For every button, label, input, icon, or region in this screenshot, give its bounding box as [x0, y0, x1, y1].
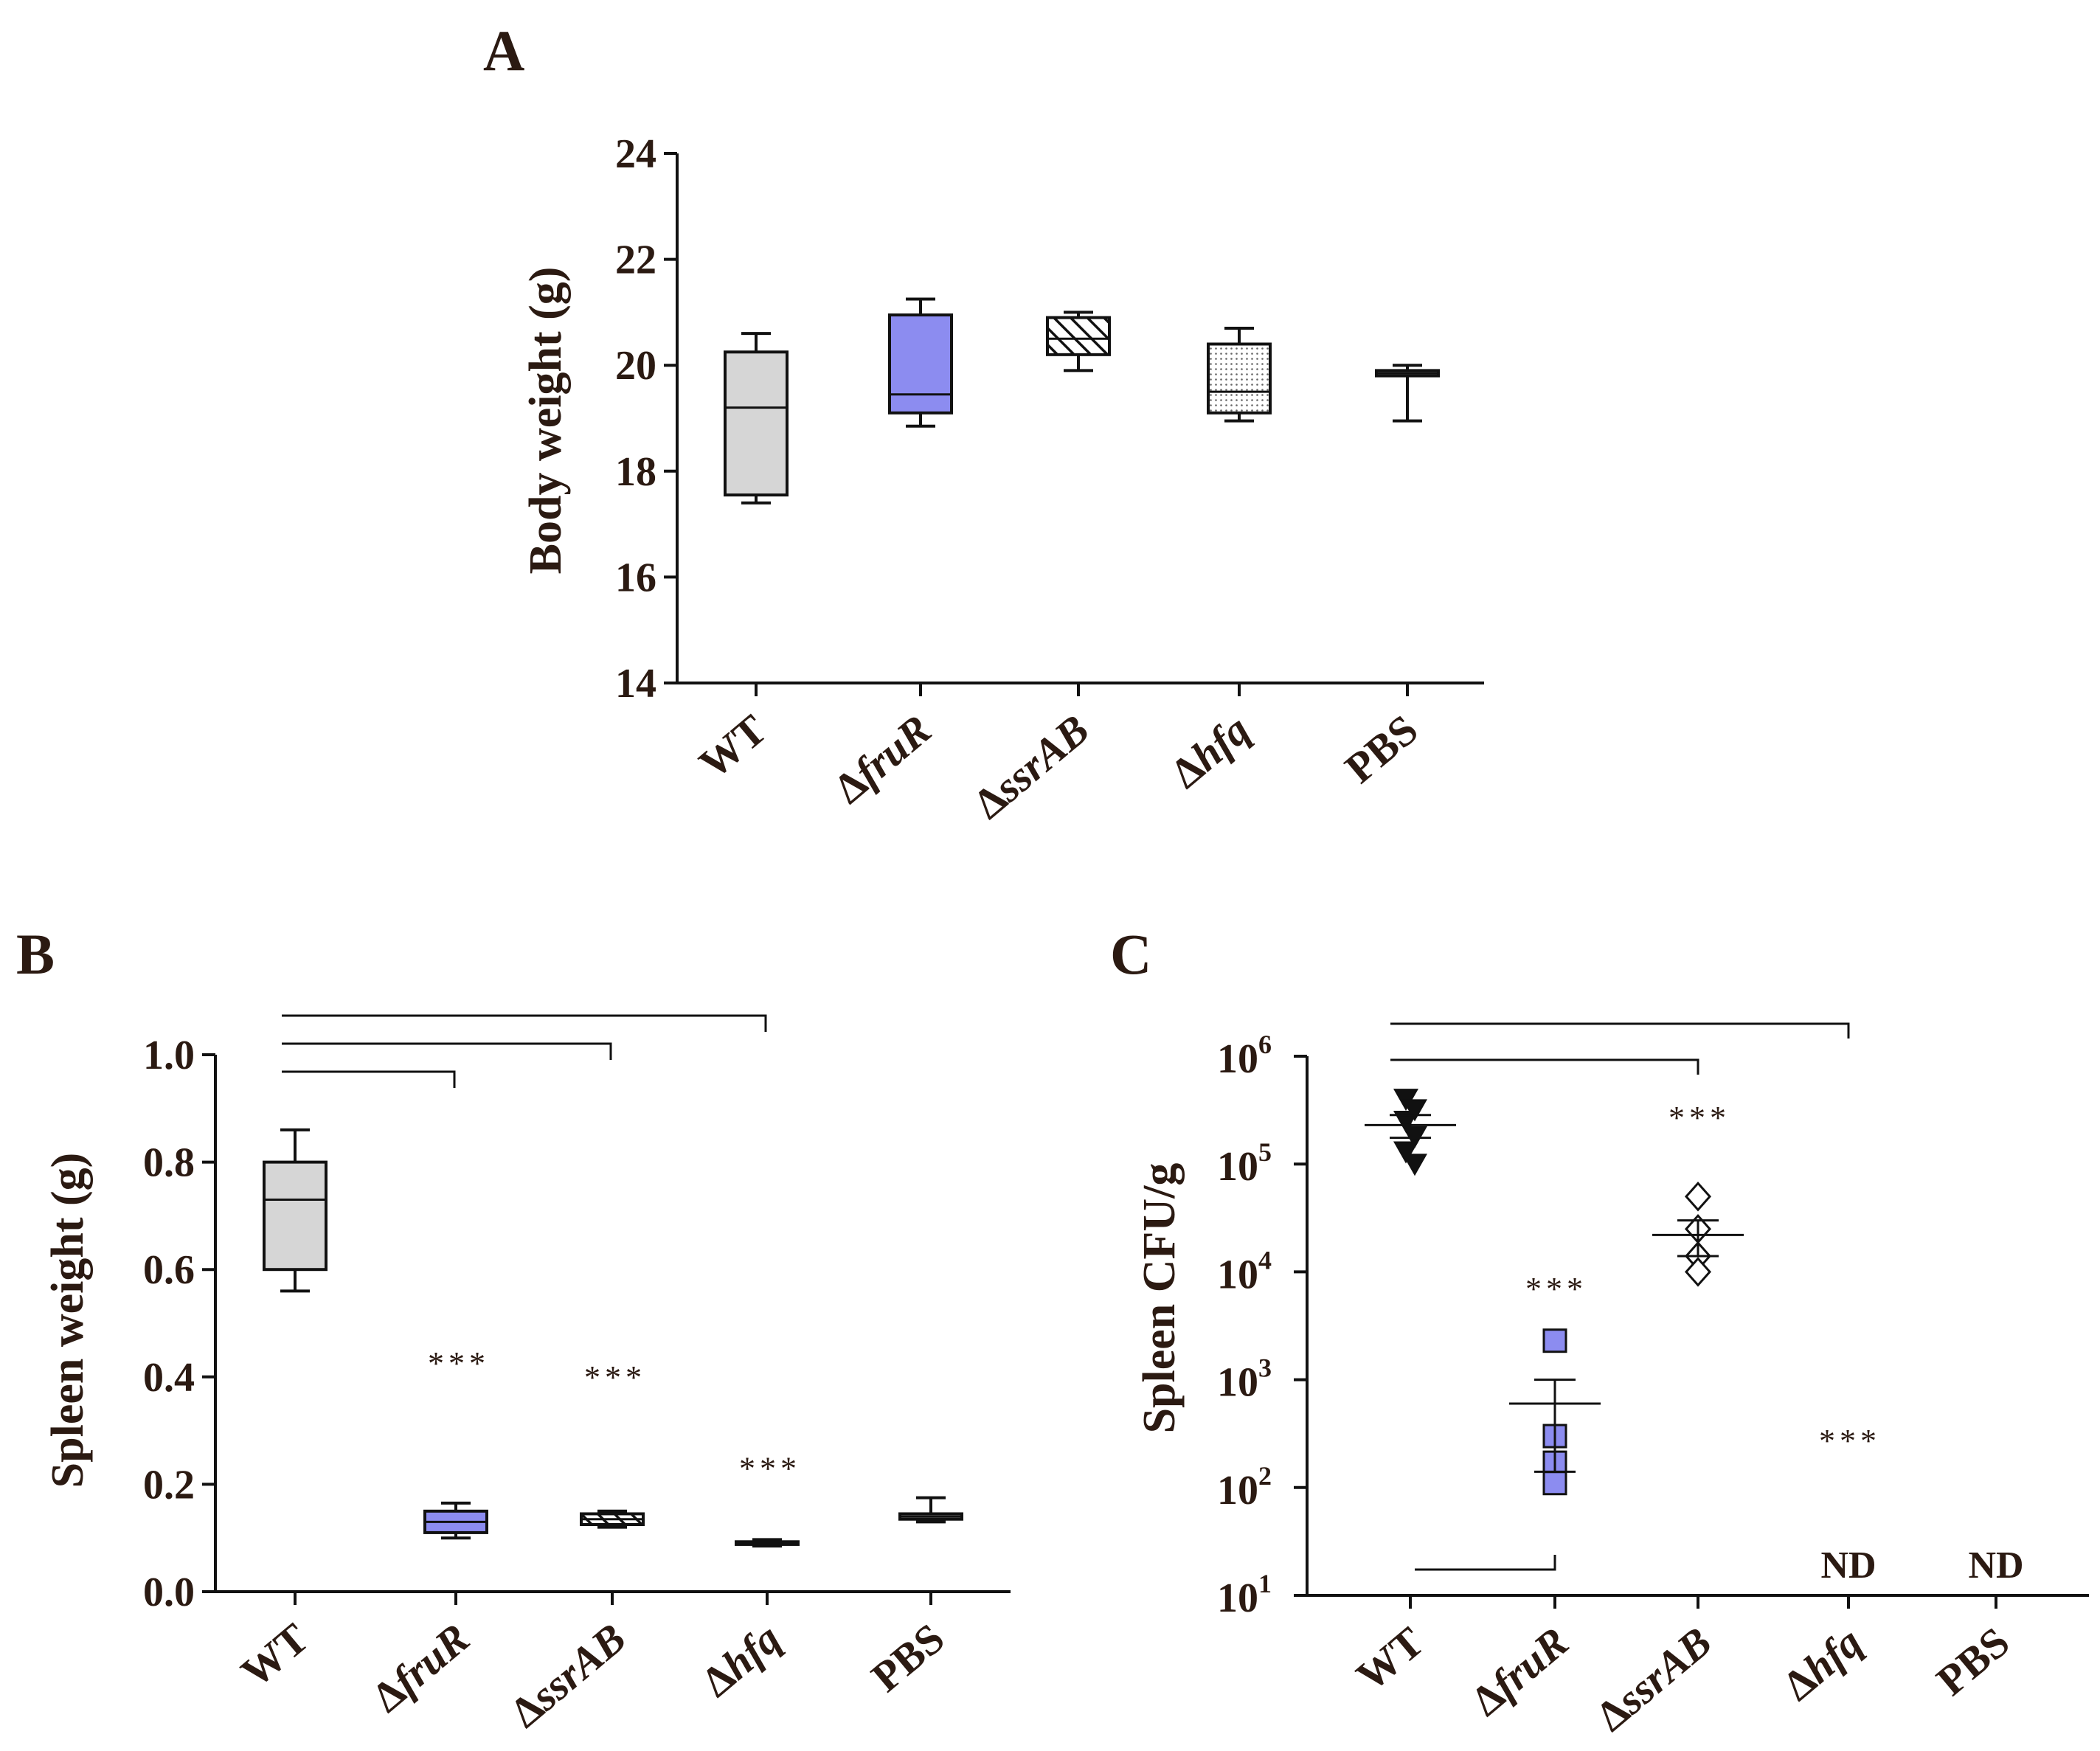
panel-b-significance: ***	[584, 1359, 646, 1395]
panel-c-ssrAB-point	[1684, 1257, 1712, 1287]
panel-c-y-tick-label: 103	[1217, 1353, 1272, 1406]
panel-c-fruR-point	[1542, 1328, 1567, 1353]
panel-c-y-tick-base: 10	[1217, 1144, 1258, 1190]
panel-c-ssrAB-point	[1684, 1181, 1712, 1212]
category-label-part: PBS	[862, 1614, 953, 1701]
panel-b-y-tick-label: 0.6	[143, 1247, 195, 1293]
panel-c-fruR-point	[1542, 1471, 1567, 1496]
panel-a-fruR-box	[888, 313, 953, 415]
panel-c-y-tick-base: 10	[1217, 1252, 1258, 1297]
panel-b-y-tick-label: 0.8	[143, 1140, 195, 1186]
panel-c-wt-point	[1402, 1099, 1427, 1122]
category-label: ΔssrAB	[1587, 1617, 1721, 1740]
panel-c-y-tick-base: 10	[1217, 1036, 1258, 1082]
panel-a-hfq-box	[1207, 342, 1272, 415]
panel-b-comparison-bracket	[282, 1042, 612, 1060]
panel-c-y-tick-label: 105	[1217, 1137, 1272, 1190]
panel-c-y-tick-exponent: 4	[1258, 1245, 1272, 1275]
panel-b-significance: ***	[739, 1450, 801, 1486]
panel-c-wt-point	[1402, 1154, 1427, 1176]
panel-a-wt-box	[724, 350, 789, 497]
panel-c-y-tick-exponent: 1	[1258, 1569, 1272, 1598]
panel-a-y-tick-label: 14	[615, 661, 656, 707]
panel-a-y-tick-label: 20	[615, 343, 656, 389]
panel-c-y-tick-label: 101	[1217, 1569, 1272, 1621]
category-label: ΔfruR	[825, 705, 940, 813]
panel-a-y-tick-label: 18	[615, 449, 656, 495]
panel-c-y-tick-exponent: 3	[1258, 1353, 1272, 1383]
panel-c-y-tick-exponent: 6	[1258, 1030, 1272, 1059]
category-label: PBS	[862, 1614, 953, 1701]
panel-c-not-detected-label: ND	[1968, 1544, 2023, 1587]
panel-b-y-axis-label: Spleen weight (g)	[43, 1153, 93, 1488]
category-label: WT	[232, 1614, 318, 1696]
category-label: Δhfq	[693, 1614, 789, 1706]
category-label: PBS	[1927, 1617, 2018, 1705]
panel-c-significance: ***	[1819, 1423, 1881, 1459]
panel-letter-b: B	[16, 922, 55, 986]
category-label-part: WT	[690, 705, 776, 788]
panel-c-y-tick-exponent: 2	[1258, 1461, 1272, 1491]
panel-c-comparison-bracket	[1390, 1022, 1850, 1039]
category-label: ΔfruR	[363, 1614, 478, 1721]
category-label: ΔfruR	[1462, 1617, 1577, 1725]
category-label: Δhfq	[1774, 1617, 1871, 1710]
category-label-part: WT	[1348, 1617, 1433, 1700]
panel-a-y-tick-label: 22	[615, 237, 656, 283]
panel-c-comparison-bracket	[1390, 1058, 1699, 1075]
panel-c-y-tick-exponent: 5	[1258, 1137, 1272, 1167]
panel-c-significance: ***	[1525, 1271, 1587, 1307]
panel-c-y-tick-base: 10	[1217, 1575, 1258, 1621]
category-label-part: PBS	[1336, 705, 1427, 792]
panel-c-wt-point	[1393, 1111, 1418, 1134]
panel-b-chart: 0.0 0.2 0.4 0.6 0.8 1.0 WT ΔfruR *** ΔssrAB *** Δhf…	[143, 1014, 1011, 1737]
category-label: WT	[1348, 1617, 1433, 1700]
panel-b-significance: ***	[428, 1345, 490, 1381]
panel-b-y-tick-label: 0.2	[143, 1462, 195, 1508]
panel-c-y-tick-label: 106	[1217, 1030, 1272, 1082]
category-label: PBS	[1336, 705, 1427, 792]
panel-c-significance: ***	[1668, 1100, 1730, 1136]
panel-c-y-axis-label: Spleen CFU/g	[1134, 1163, 1185, 1434]
category-label: ΔssrAB	[965, 705, 1098, 828]
panel-b-y-tick-label: 1.0	[143, 1033, 195, 1078]
panel-b-comparison-bracket	[282, 1014, 767, 1032]
panel-b-wt-box	[263, 1160, 328, 1272]
panel-b-comparison-bracket	[282, 1070, 456, 1088]
category-label: WT	[690, 705, 776, 788]
panel-c-y-tick-label: 104	[1217, 1245, 1272, 1297]
panel-b-y-tick-label: 0.4	[143, 1355, 195, 1401]
category-label-part: WT	[232, 1614, 318, 1696]
panel-c-y-tick-label: 102	[1217, 1461, 1272, 1514]
category-label: Δhfq	[1162, 705, 1258, 797]
panel-a-y-tick-label: 16	[615, 555, 656, 600]
panel-a-ssrAB-box	[1046, 316, 1111, 356]
panel-c-comparison-bracket-lower	[1415, 1555, 1556, 1571]
panel-c-y-tick-base: 10	[1217, 1468, 1258, 1514]
panel-letter-a: A	[483, 18, 524, 83]
category-label-part: PBS	[1927, 1617, 2018, 1705]
panel-c-wt-point	[1393, 1141, 1418, 1164]
category-label: ΔssrAB	[502, 1614, 635, 1736]
panel-letter-c: C	[1110, 922, 1151, 986]
panel-c-y-tick-base: 10	[1217, 1360, 1258, 1406]
panel-b-y-tick-label: 0.0	[143, 1570, 195, 1615]
panel-a-y-axis-label: Body weight (g)	[521, 267, 571, 575]
panel-a-y-tick-label: 24	[615, 131, 656, 177]
panel-c-not-detected-label: ND	[1820, 1544, 1876, 1587]
